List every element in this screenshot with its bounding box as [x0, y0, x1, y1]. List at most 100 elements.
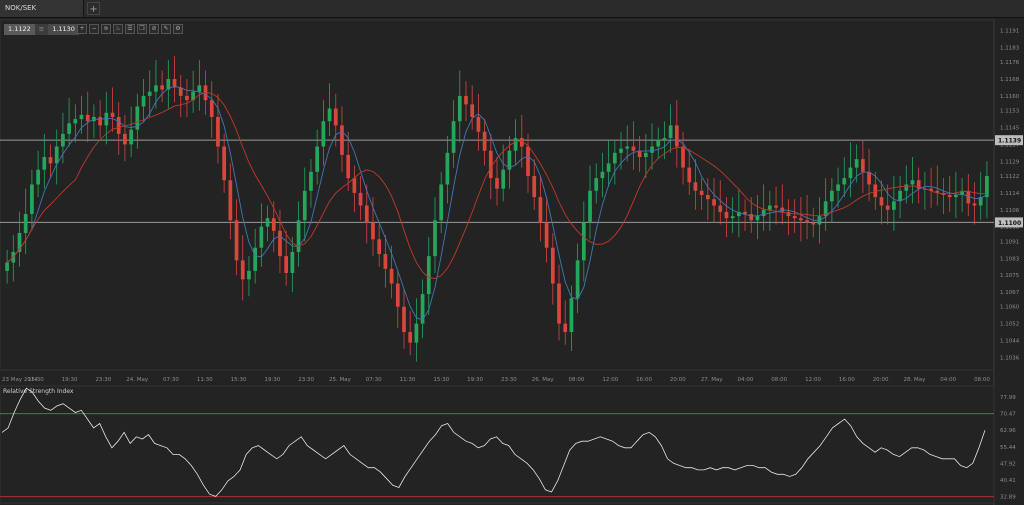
y-tick-label: 1.1052: [1000, 322, 1019, 328]
y-tick-label: 1.1036: [1000, 355, 1020, 361]
bid-price[interactable]: 1.1122: [4, 24, 35, 35]
y-tick-label: 1.1176: [1000, 60, 1020, 66]
candle-body: [538, 197, 543, 223]
zoom-out-icon[interactable]: −: [89, 24, 99, 34]
candle-body: [544, 222, 549, 248]
candle-body: [395, 283, 400, 307]
settings-icon[interactable]: ⚙: [173, 24, 183, 34]
candle-body: [377, 239, 382, 255]
candle-body: [364, 205, 369, 223]
candle-body: [662, 138, 667, 141]
x-tick-label: 16:00: [636, 377, 652, 383]
y-tick-label: 1.1160: [1000, 94, 1020, 100]
candle-body: [519, 138, 524, 147]
candle-body: [278, 230, 282, 257]
candle-body: [718, 205, 723, 212]
rsi-tick-label: 62.96: [1000, 428, 1016, 434]
candle-body: [631, 146, 636, 151]
y-tick-label: 1.1129: [1000, 159, 1020, 165]
x-tick-label: 15:30: [231, 377, 247, 383]
y-tick-label: 1.1153: [1000, 109, 1020, 115]
candle-body: [848, 167, 853, 179]
candle-body: [693, 182, 698, 191]
candle-body: [985, 176, 989, 198]
candle-body: [526, 146, 530, 177]
draw-icon[interactable]: ✎: [161, 24, 171, 34]
copy-icon[interactable]: ❐: [137, 24, 147, 34]
x-tick-label: 19:30: [264, 377, 280, 383]
candle-body: [699, 190, 704, 195]
candle-body: [482, 131, 487, 151]
candle-body: [476, 116, 481, 132]
zoom-in-icon[interactable]: +: [77, 24, 87, 34]
candle-body: [135, 106, 140, 130]
candle-body: [315, 146, 320, 172]
candle-body: [73, 119, 78, 124]
y-tick-label: 1.1075: [1000, 273, 1020, 279]
tag-icon[interactable]: ⊘: [149, 24, 159, 34]
candle-body: [309, 171, 313, 191]
candle-body: [705, 195, 710, 200]
candle-body: [656, 140, 661, 147]
candle-body: [426, 256, 431, 295]
candle-body: [532, 176, 537, 198]
level-price-box: [995, 135, 1023, 146]
x-tick-label: 08:00: [771, 377, 787, 383]
candle-body: [141, 95, 146, 107]
candle-body: [271, 218, 276, 231]
candle-body: [352, 178, 357, 193]
x-tick-label: 12:00: [602, 377, 618, 383]
candle-body: [253, 247, 258, 271]
x-tick-label: 08:00: [569, 377, 585, 383]
y-tick-label: 1.1191: [1000, 29, 1019, 35]
candle-body: [730, 216, 735, 219]
candle-body: [749, 213, 754, 221]
candle-body: [650, 146, 654, 153]
candle-body: [681, 146, 685, 168]
candle-body: [836, 184, 840, 191]
x-tick-label: 20:00: [873, 377, 889, 383]
candle-body: [290, 251, 295, 274]
candle-body: [129, 129, 133, 145]
candle-body: [947, 195, 952, 198]
candle-body: [402, 306, 406, 333]
candle-body: [197, 85, 202, 92]
candle-body: [811, 222, 816, 225]
candle-body: [433, 220, 437, 257]
candle-body: [643, 152, 648, 158]
bar-type-icon[interactable]: ≋: [101, 24, 111, 34]
candle-body: [408, 332, 413, 343]
list-icon[interactable]: ☰: [125, 24, 135, 34]
candle-body: [383, 254, 388, 269]
candle-body: [513, 138, 518, 151]
x-tick-label: 23:30: [95, 377, 111, 383]
candle-body: [668, 125, 673, 139]
candle-body: [439, 184, 444, 221]
tab-nok-sek[interactable]: NOK/SEK: [0, 0, 84, 17]
candle-body: [736, 211, 741, 217]
candle-body: [861, 159, 865, 172]
moving-average-line: [6, 91, 987, 280]
level-price-label: 1.1100: [998, 220, 1021, 227]
rsi-tick-label: 40.41: [1000, 478, 1016, 484]
candle-body: [389, 268, 394, 284]
candle-body: [972, 203, 977, 206]
y-tick-label: 1.1091: [1000, 239, 1019, 245]
candle-body: [904, 184, 909, 191]
candle-body: [166, 79, 171, 90]
x-tick-label: 23 May 2014: [2, 377, 38, 383]
y-tick-label: 1.1168: [1000, 77, 1020, 83]
y-tick-label: 1.1106: [1000, 208, 1020, 214]
y-tick-label: 1.1060: [1000, 305, 1020, 311]
candle-body: [929, 188, 933, 191]
indicator-icon[interactable]: ♨: [113, 24, 123, 34]
ask-price[interactable]: 1.1130: [48, 24, 79, 35]
candle-body: [569, 298, 574, 333]
candle-body: [209, 100, 214, 117]
candle-body: [823, 201, 828, 217]
candle-body: [414, 323, 419, 343]
candle-body: [110, 112, 115, 117]
add-tab-button[interactable]: +: [87, 2, 100, 15]
candle-body: [327, 108, 332, 122]
